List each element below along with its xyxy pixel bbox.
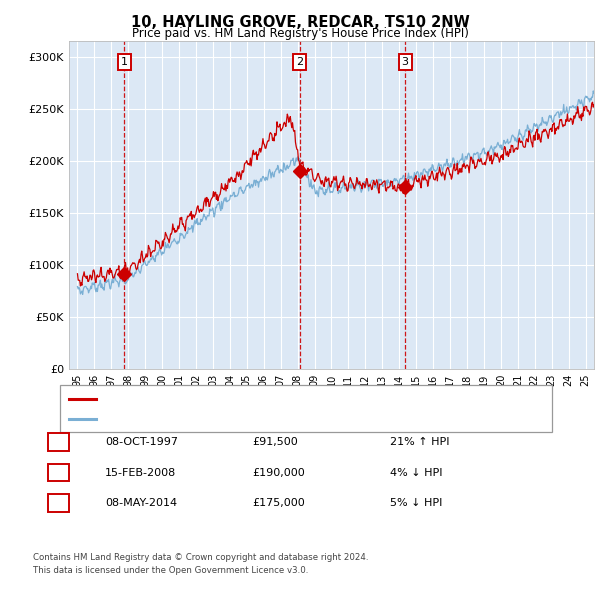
- Text: 4% ↓ HPI: 4% ↓ HPI: [390, 468, 443, 477]
- Text: 15-FEB-2008: 15-FEB-2008: [105, 468, 176, 477]
- Text: Contains HM Land Registry data © Crown copyright and database right 2024.: Contains HM Land Registry data © Crown c…: [33, 553, 368, 562]
- Text: 1: 1: [121, 57, 128, 67]
- Text: HPI: Average price, detached house, Redcar and Cleveland: HPI: Average price, detached house, Redc…: [101, 414, 408, 424]
- Text: 08-OCT-1997: 08-OCT-1997: [105, 437, 178, 447]
- Text: 2: 2: [296, 57, 303, 67]
- Text: 10, HAYLING GROVE, REDCAR, TS10 2NW: 10, HAYLING GROVE, REDCAR, TS10 2NW: [131, 15, 469, 30]
- Text: £175,000: £175,000: [252, 499, 305, 508]
- Text: 5% ↓ HPI: 5% ↓ HPI: [390, 499, 442, 508]
- Text: 1: 1: [55, 437, 62, 447]
- Text: £91,500: £91,500: [252, 437, 298, 447]
- Text: This data is licensed under the Open Government Licence v3.0.: This data is licensed under the Open Gov…: [33, 566, 308, 575]
- Text: 3: 3: [55, 499, 62, 508]
- Text: 3: 3: [401, 57, 409, 67]
- Text: 10, HAYLING GROVE, REDCAR, TS10 2NW (detached house): 10, HAYLING GROVE, REDCAR, TS10 2NW (det…: [101, 394, 411, 404]
- Text: 2: 2: [55, 468, 62, 477]
- Text: 08-MAY-2014: 08-MAY-2014: [105, 499, 177, 508]
- Text: Price paid vs. HM Land Registry's House Price Index (HPI): Price paid vs. HM Land Registry's House …: [131, 27, 469, 40]
- Text: 21% ↑ HPI: 21% ↑ HPI: [390, 437, 449, 447]
- Text: £190,000: £190,000: [252, 468, 305, 477]
